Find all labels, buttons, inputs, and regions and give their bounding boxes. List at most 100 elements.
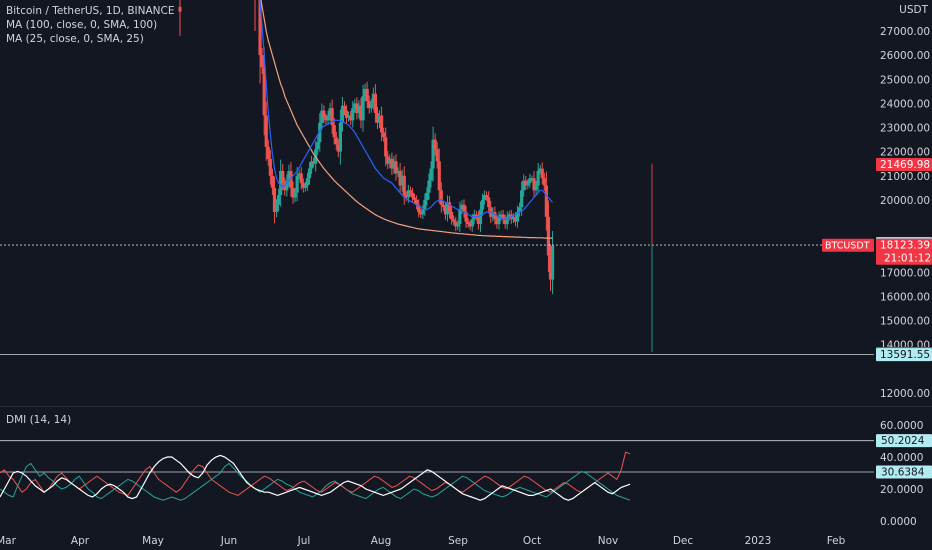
ma25-line[interactable] [258,0,553,220]
candle-body [550,245,555,280]
candle-body [404,195,408,198]
symbol-legend[interactable]: Bitcoin / TetherUS, 1D, BINANCE [6,5,175,17]
candle-body [427,180,431,193]
candle-body [450,212,454,220]
di-minus-line[interactable] [0,451,631,497]
dmi-level-text: 50.2024 [881,435,925,447]
candle-body [538,168,542,171]
candle-body [470,219,474,227]
y-tick-label: 21000.00 [880,171,930,183]
candle-body [305,178,310,186]
candle-body [291,187,295,198]
price-tag[interactable] [876,238,932,265]
candle-body [482,195,487,200]
candle-body [396,170,400,174]
y-tick-label: 20000.00 [880,195,930,207]
adx-line[interactable] [0,454,631,501]
price-tag-text: 21469.98 [880,159,930,171]
candle-body [359,105,363,121]
candle-body [336,144,340,152]
candle-body [410,192,415,198]
candle-body [452,219,456,222]
candle-body [324,117,328,121]
candle-body [299,173,303,184]
x-tick-label: Jun [220,535,237,547]
candle-body [357,105,361,114]
candle-body [478,209,483,225]
candle-body [400,175,404,186]
dmi-legend[interactable]: DMI (14, 14) [6,414,72,426]
candle-body [274,204,279,212]
candle-body [485,195,489,198]
candle-body [326,115,330,121]
y-tick-label: 12000.00 [880,388,930,400]
candle-body [287,170,291,181]
y-tick-label: 17000.00 [880,267,930,279]
candle-body [382,132,386,138]
candle-body [390,158,394,169]
candle-body [474,214,478,217]
candle-body [415,199,419,205]
countdown-text: 21:01:12 [884,253,931,265]
price-tag[interactable] [876,348,932,362]
candle-body [412,197,417,200]
y-tick-label: 23000.00 [880,123,930,135]
candle-body [301,183,305,188]
price-tag[interactable] [876,157,932,171]
candle-body [371,93,375,104]
candle-body [515,212,520,222]
candle-body [505,216,509,225]
candle-body [373,93,378,114]
candle-body [279,170,283,196]
candle-body [260,55,264,68]
ticker-tag[interactable] [822,238,874,252]
dmi-level-tag[interactable] [876,434,932,448]
candle-body [367,100,371,109]
early-candles [178,0,256,36]
candle-body [338,122,342,152]
candle-body [530,178,534,180]
candle-body [466,221,470,225]
candle-body [534,185,538,191]
candle-body [447,202,452,212]
candle-body [491,212,495,217]
candle-body [445,202,450,215]
price-labels: 21469.9818188.9418131.8318123.3921:01:12… [822,157,932,362]
candle-body [355,103,359,114]
x-tick-label: Aug [371,535,392,547]
candle-body [262,67,266,116]
candle-body [499,214,503,217]
candle-body [322,110,326,118]
candle-body [386,156,390,164]
candle-body [419,212,423,215]
candle-body [437,161,441,191]
candle-body [307,168,312,179]
ma25-legend[interactable]: MA (25, close, 0, SMA, 25) [6,33,144,45]
ma100-line[interactable] [258,0,553,239]
candle-body [421,209,425,215]
candle-body [344,110,349,118]
di-plus-line[interactable] [0,462,631,501]
y-tick-label: 25000.00 [880,74,930,86]
ticker-text: BTCUSDT [825,241,870,252]
x-tick-label: Dec [673,535,694,547]
candle-body [513,216,518,222]
dmi-level-tag[interactable] [876,465,932,479]
candle-body [375,113,380,123]
candle-body [258,0,262,56]
candle-body [303,185,307,188]
x-tick-label: Jul [297,535,311,547]
x-tick-label: Mar [0,535,17,547]
candle-body [363,88,367,97]
candle-body [458,209,462,225]
candle-body [423,199,427,210]
candle-body [495,219,499,225]
candle-body [480,199,485,210]
dmi-y-tick-label: 60.0000 [880,420,923,432]
ma100-legend[interactable]: MA (100, close, 0, SMA, 100) [6,19,158,31]
candle-body [349,115,353,121]
candle-body [283,183,287,191]
candle-body [309,161,314,169]
